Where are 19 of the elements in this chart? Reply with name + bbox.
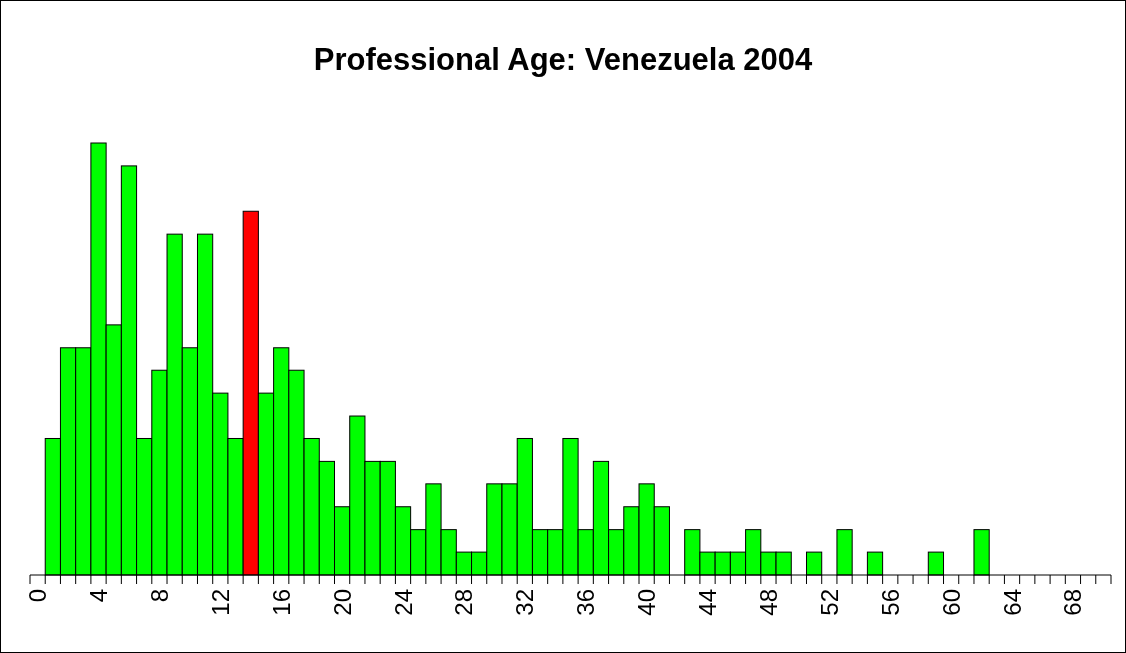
x-tick-label: 32 [511, 589, 539, 616]
x-tick-label: 28 [450, 589, 478, 616]
x-tick-label: 40 [633, 589, 661, 616]
x-tick-label: 44 [694, 589, 722, 616]
x-tick-label: 24 [389, 589, 417, 616]
chart-title: Professional Age: Venezuela 2004 [313, 42, 814, 77]
x-tick-label: 56 [876, 589, 904, 616]
x-tick-label: 64 [998, 589, 1026, 616]
x-tick-label: 48 [754, 589, 782, 616]
x-tick-label: 60 [937, 589, 965, 616]
x-tick-label: 20 [328, 589, 356, 616]
x-tick-label: 36 [572, 589, 600, 616]
x-tick-label: 8 [145, 589, 173, 603]
x-tick-label: 12 [206, 589, 234, 616]
x-tick-label: 4 [85, 589, 113, 603]
x-tick-label: 0 [24, 589, 52, 603]
x-tick-label: 52 [815, 589, 843, 616]
x-tick-label: 16 [267, 589, 295, 616]
x-tick-label: 68 [1059, 589, 1087, 616]
